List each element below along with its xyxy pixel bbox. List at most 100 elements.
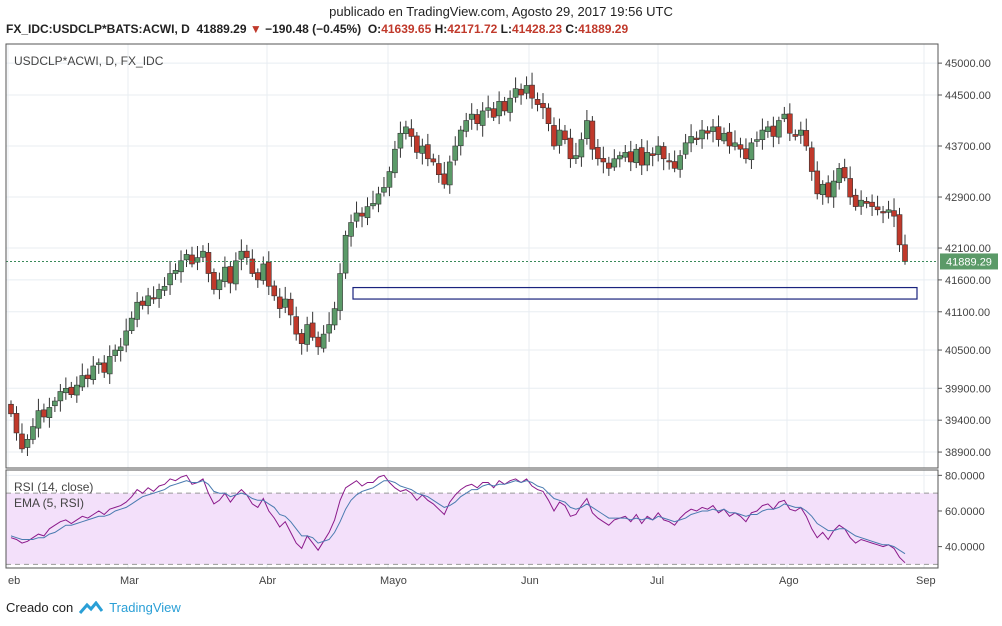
price-tick-label: 43700.00	[945, 141, 991, 153]
support-zone-rectangle[interactable]	[352, 286, 918, 300]
candle-body	[255, 272, 261, 281]
candle-body	[452, 145, 459, 161]
candle-body	[721, 132, 727, 142]
price-change: −190.48 (−0.45%)	[265, 22, 362, 36]
candle-body	[847, 178, 853, 198]
candle-body	[649, 153, 656, 156]
footer: Creado con TradingView	[6, 600, 181, 615]
candle-body	[468, 113, 475, 120]
candle-body	[172, 270, 179, 274]
rsi-tick-label: 40.0000	[945, 542, 985, 554]
candle-body	[425, 144, 431, 160]
candle-body	[633, 148, 640, 164]
candle-body	[748, 142, 755, 161]
candle-body	[30, 426, 36, 440]
candle-body	[52, 400, 58, 407]
candle-body	[326, 324, 332, 334]
candle-body	[852, 194, 859, 207]
candle-body	[359, 212, 365, 217]
candle-body	[797, 129, 804, 136]
candle-body	[808, 147, 815, 172]
candle-body	[836, 168, 842, 183]
candle-body	[331, 308, 338, 326]
price-tick-label: 40500.00	[945, 345, 991, 357]
candle-body	[638, 147, 645, 166]
candle-body	[589, 120, 596, 150]
time-axis-label: Jun	[521, 575, 539, 587]
candle-body	[655, 145, 661, 155]
candle-body	[825, 182, 832, 198]
price-tick-label: 41600.00	[945, 275, 991, 287]
tradingview-brand[interactable]: TradingView	[109, 600, 181, 615]
candle-body	[342, 234, 349, 274]
rsi-panel-frame	[5, 469, 939, 569]
candle-body	[408, 128, 415, 137]
candle-body	[271, 285, 278, 297]
candle-body	[19, 433, 25, 450]
candle-body	[830, 180, 837, 198]
time-axis-label: Mayo	[380, 575, 407, 587]
candle-body	[545, 107, 552, 124]
published-caption: publicado en TradingView.com, Agosto 29,…	[329, 4, 673, 19]
price-tick-label: 42100.00	[945, 243, 991, 255]
candle-body	[95, 362, 102, 365]
candle-body	[463, 120, 470, 132]
candle-body	[754, 139, 760, 142]
candle-body	[79, 375, 86, 388]
candle-body	[134, 301, 140, 320]
candle-body	[485, 107, 491, 111]
candle-body	[353, 212, 360, 222]
candle-body	[578, 139, 585, 158]
candle-body	[644, 152, 651, 166]
candle-body	[375, 193, 382, 205]
candle-body	[13, 413, 20, 434]
last-price-tag-label: 41889.29	[946, 256, 992, 268]
candle-body	[128, 317, 135, 331]
candle-body	[551, 125, 557, 147]
time-axis-label: Sep	[916, 575, 936, 587]
candle-body	[474, 114, 480, 124]
candle-body	[57, 391, 64, 402]
candle-body	[627, 151, 634, 163]
candle-body	[622, 152, 629, 158]
candle-body	[156, 289, 162, 299]
candle-body	[287, 298, 294, 316]
candle-body	[249, 258, 256, 274]
symbol-bar: FX_IDC:USDCLP*BATS:ACWI, D 41889.29 ▼ −1…	[6, 22, 628, 36]
price-tick-label: 44500.00	[945, 90, 991, 102]
candle-body	[397, 132, 404, 149]
time-axis-label: Jul	[650, 575, 664, 587]
candle-body	[381, 187, 387, 193]
price-panel-legend: USDCLP*ACWI, D, FX_IDC	[14, 54, 164, 68]
candle-body	[490, 108, 497, 118]
candle-body	[403, 126, 409, 134]
candle-body	[616, 155, 623, 160]
candle-body	[529, 84, 535, 99]
candle-body	[743, 148, 749, 160]
candle-body	[518, 88, 524, 96]
price-tick-label: 39400.00	[945, 415, 991, 427]
candle-body	[414, 135, 420, 153]
candle-body	[441, 173, 448, 185]
candle-body	[896, 214, 903, 246]
candle-body	[457, 129, 464, 147]
candle-body	[507, 97, 513, 113]
rsi-band-fill	[6, 493, 938, 565]
candle-body	[348, 222, 354, 237]
high-label: H:	[434, 22, 448, 36]
high-value: 42171.72	[447, 22, 498, 36]
ema-line	[10, 480, 906, 555]
candle-body	[479, 110, 486, 126]
candle-body	[320, 333, 327, 349]
candle-body	[68, 386, 75, 395]
candle-body	[145, 295, 151, 307]
candle-body	[699, 129, 705, 140]
candle-body	[276, 296, 283, 309]
candle-body	[238, 250, 245, 260]
price-tick-label: 41100.00	[945, 307, 990, 319]
candle-body	[74, 384, 80, 396]
candle-body	[216, 279, 223, 291]
candle-body	[233, 260, 239, 285]
candle-body	[858, 199, 864, 207]
